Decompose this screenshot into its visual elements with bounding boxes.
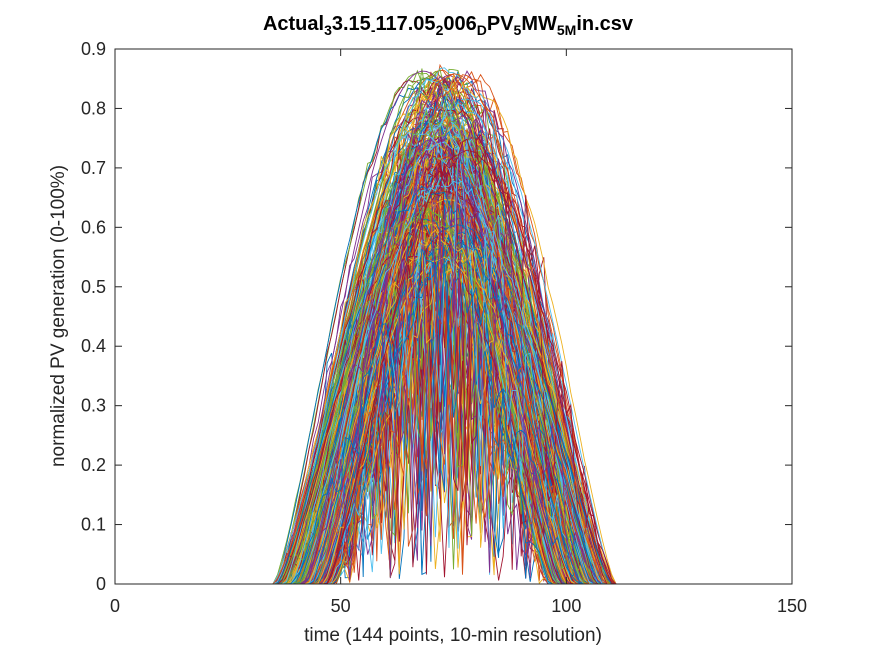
- y-tick-label: 0.8: [81, 98, 106, 118]
- title-part: D: [477, 22, 487, 38]
- x-axis-label: time (144 points, 10-min resolution): [304, 625, 602, 646]
- title-part: 006: [443, 13, 476, 35]
- title-part: 117.05: [375, 13, 435, 35]
- y-tick-label: 0.1: [81, 515, 106, 535]
- plot-box: [114, 48, 793, 585]
- y-tick-label: 0.4: [81, 336, 106, 356]
- title-part: 5: [514, 22, 522, 38]
- title-part: 3: [324, 22, 332, 38]
- y-tick-label: 0.7: [81, 158, 106, 178]
- y-tick-label: 0.3: [81, 396, 106, 416]
- title-part: MW: [521, 13, 557, 35]
- title-part: 2: [436, 22, 444, 38]
- y-tick-label: 0.9: [81, 39, 106, 59]
- x-tick-label: 0: [110, 596, 120, 616]
- x-tick-label: 150: [777, 596, 807, 616]
- title-part: PV: [487, 13, 514, 35]
- y-tick-label: 0.2: [81, 455, 106, 475]
- title-part: Actual: [263, 13, 324, 35]
- x-axis-ticks: 0 50 100 150: [110, 49, 807, 616]
- x-tick-label: 100: [551, 596, 581, 616]
- chart-title: Actual33.15-117.052006DPV5MW5Min.csv: [263, 13, 634, 38]
- title-part: 5M: [557, 22, 576, 38]
- y-tick-label: 0.5: [81, 277, 106, 297]
- title-part: 3.15: [332, 13, 371, 35]
- y-axis-ticks: 0 0.1 0.2 0.3 0.4 0.5 0.6 0.7 0.8 0.9: [81, 39, 792, 594]
- y-tick-label: 0: [96, 574, 106, 594]
- x-tick-label: 50: [331, 596, 351, 616]
- title-part: in.csv: [576, 13, 634, 35]
- y-axis-label: normalized PV generation (0-100%): [48, 165, 69, 467]
- y-tick-label: 0.6: [81, 217, 106, 237]
- title-part: -: [371, 22, 376, 38]
